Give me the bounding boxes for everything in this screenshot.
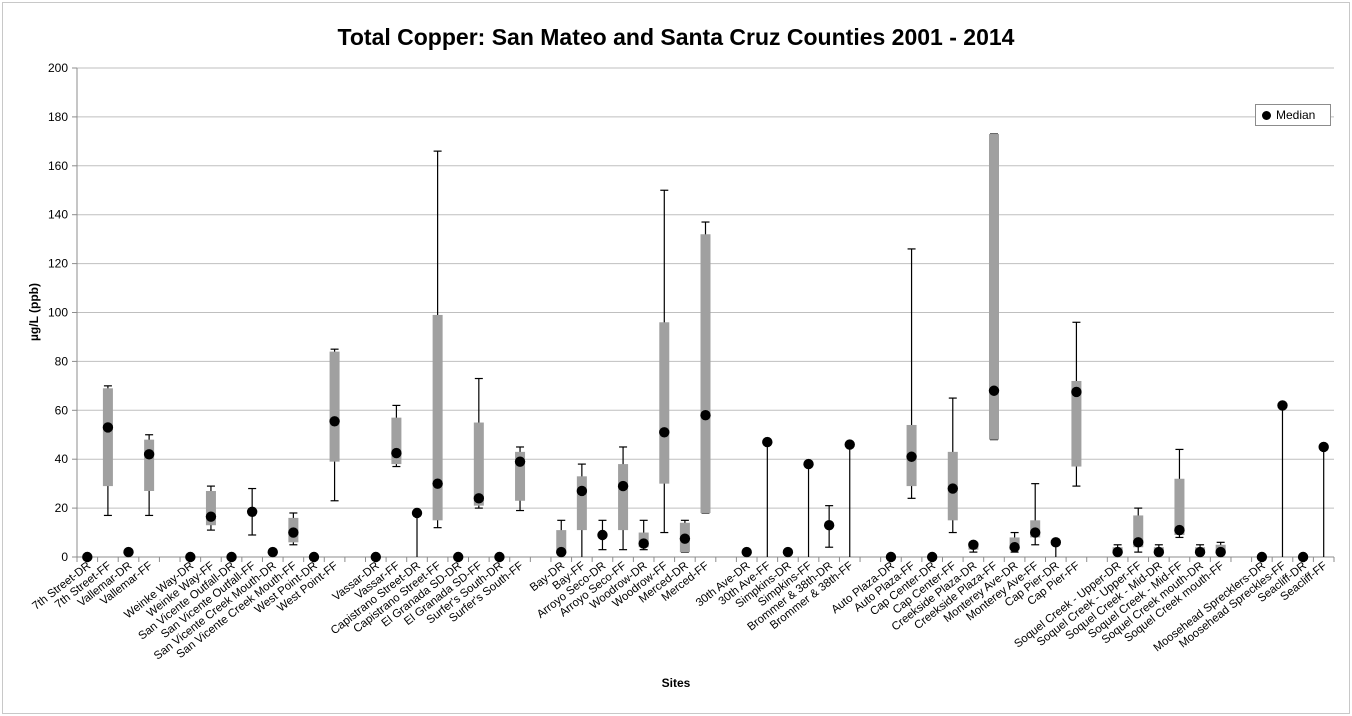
median-point [617, 480, 629, 492]
median-point [844, 439, 855, 450]
median-point [1318, 441, 1329, 453]
median-point [762, 436, 773, 448]
y-tick-label: 20 [55, 501, 69, 515]
median-point [411, 507, 423, 519]
median-point [391, 447, 402, 459]
median-point [185, 551, 196, 563]
y-tick-label: 0 [61, 550, 68, 564]
median-point [700, 409, 711, 421]
y-tick-label: 40 [55, 452, 69, 466]
y-tick-label: 100 [48, 306, 68, 320]
median-point [988, 385, 1000, 396]
median-point [679, 533, 691, 544]
median-point [803, 458, 814, 470]
median-point [638, 538, 649, 549]
y-tick-label: 80 [55, 354, 69, 368]
box [432, 314, 443, 521]
median-point [226, 551, 237, 563]
box [205, 490, 216, 526]
box [329, 351, 340, 462]
median-point [267, 546, 278, 558]
median-point [885, 551, 897, 563]
y-tick-label: 160 [48, 159, 68, 173]
box [515, 451, 526, 501]
box [102, 388, 113, 487]
box [1174, 478, 1185, 535]
median-point [947, 483, 958, 494]
box [988, 134, 999, 440]
median-point [1133, 537, 1144, 548]
box [1133, 515, 1144, 548]
median-point [968, 539, 979, 550]
median-point [659, 427, 670, 438]
median-point [329, 416, 340, 427]
median-point [823, 520, 835, 531]
median-point [453, 551, 464, 563]
median-point [1297, 551, 1309, 563]
median-point [906, 451, 917, 462]
median-point [1009, 542, 1020, 553]
median-point [1277, 400, 1288, 411]
y-tick-label: 180 [48, 110, 68, 124]
legend: Median [1255, 104, 1331, 126]
median-point [556, 546, 567, 558]
box [576, 476, 587, 531]
median-point [1194, 546, 1206, 558]
median-point [741, 546, 752, 558]
median-point [1256, 551, 1268, 563]
median-point [205, 511, 217, 522]
box [473, 422, 484, 506]
median-point [1112, 546, 1123, 558]
median-point [246, 506, 258, 517]
median-point [1050, 537, 1062, 548]
x-axis-label: Sites [661, 676, 691, 690]
y-tick-label: 200 [48, 61, 68, 75]
median-point [782, 546, 794, 558]
legend-label-median: Median [1276, 108, 1316, 122]
box [700, 234, 711, 513]
median-point [102, 422, 114, 433]
box [1071, 380, 1082, 467]
median-point [576, 485, 588, 497]
median-point [494, 551, 505, 563]
median-point [926, 551, 938, 563]
median-point [514, 456, 526, 467]
box [659, 322, 670, 484]
median-point [82, 551, 93, 563]
box [144, 439, 155, 491]
box [556, 530, 567, 553]
median-point [370, 551, 381, 563]
median-point [1030, 527, 1041, 538]
median-point [1215, 546, 1226, 558]
median-point [1174, 524, 1185, 536]
box [618, 464, 629, 531]
median-point [288, 527, 299, 538]
median-point [308, 551, 320, 563]
median-point [1071, 386, 1082, 398]
y-tick-label: 140 [48, 208, 68, 222]
median-point [1153, 546, 1165, 558]
box [391, 417, 402, 465]
median-point [473, 493, 485, 504]
legend-marker-median [1262, 110, 1271, 120]
median-point [432, 478, 443, 489]
median-point [143, 449, 155, 460]
median-point [123, 546, 134, 558]
y-tick-label: 120 [48, 257, 68, 271]
chart-title: Total Copper: San Mateo and Santa Cruz C… [337, 24, 1015, 50]
y-tick-label: 60 [55, 403, 69, 417]
median-point [597, 529, 608, 541]
